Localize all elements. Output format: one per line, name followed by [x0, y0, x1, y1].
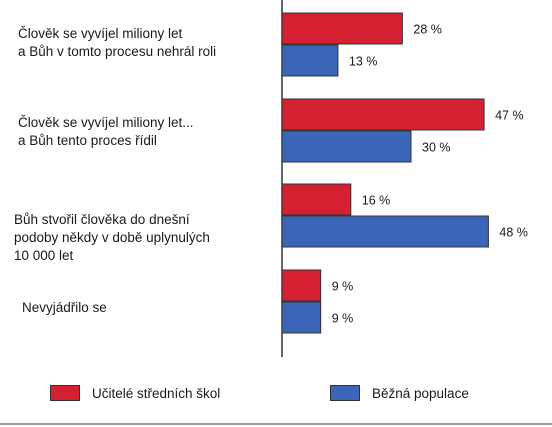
- legend-label-teachers: Učitelé středních škol: [92, 385, 221, 401]
- legend-item-teachers: Učitelé středních škol: [50, 385, 220, 401]
- category-label-2: Člověk se vyvíjel miliony let... a Bůh te…: [18, 115, 194, 148]
- legend: Učitelé středních škol Běžná populace: [0, 385, 552, 409]
- bar-population-4: [281, 301, 322, 334]
- data-label-teachers-4: 9 %: [332, 280, 354, 294]
- bar-teachers-4: [281, 269, 322, 302]
- legend-item-population: Běžná populace: [330, 385, 469, 401]
- bar-population-3: [281, 215, 489, 248]
- bar-teachers-2: [281, 98, 485, 131]
- category-label-1: Člověk se vyvíjel miliony let a Bůh v tom…: [18, 26, 216, 59]
- category-label-3: Bůh stvořil člověka do dnešní podoby někd…: [14, 212, 210, 263]
- bottom-divider: [0, 423, 552, 425]
- data-label-teachers-1: 28 %: [413, 23, 442, 37]
- data-label-population-3: 48 %: [499, 226, 528, 240]
- bar-teachers-1: [281, 12, 403, 45]
- data-label-population-4: 9 %: [332, 312, 354, 326]
- bar-population-1: [281, 44, 339, 77]
- data-label-teachers-3: 16 %: [362, 194, 391, 208]
- legend-swatch-teachers: [50, 385, 80, 401]
- data-label-teachers-2: 47 %: [495, 109, 523, 123]
- legend-swatch-population: [330, 385, 360, 401]
- category-label-4: Nevyjádřilo se: [22, 300, 107, 315]
- data-label-population-1: 13 %: [349, 55, 378, 69]
- bar-teachers-3: [281, 183, 352, 216]
- data-label-population-2: 30 %: [422, 141, 451, 155]
- bar-population-2: [281, 130, 412, 163]
- legend-label-population: Běžná populace: [372, 385, 469, 401]
